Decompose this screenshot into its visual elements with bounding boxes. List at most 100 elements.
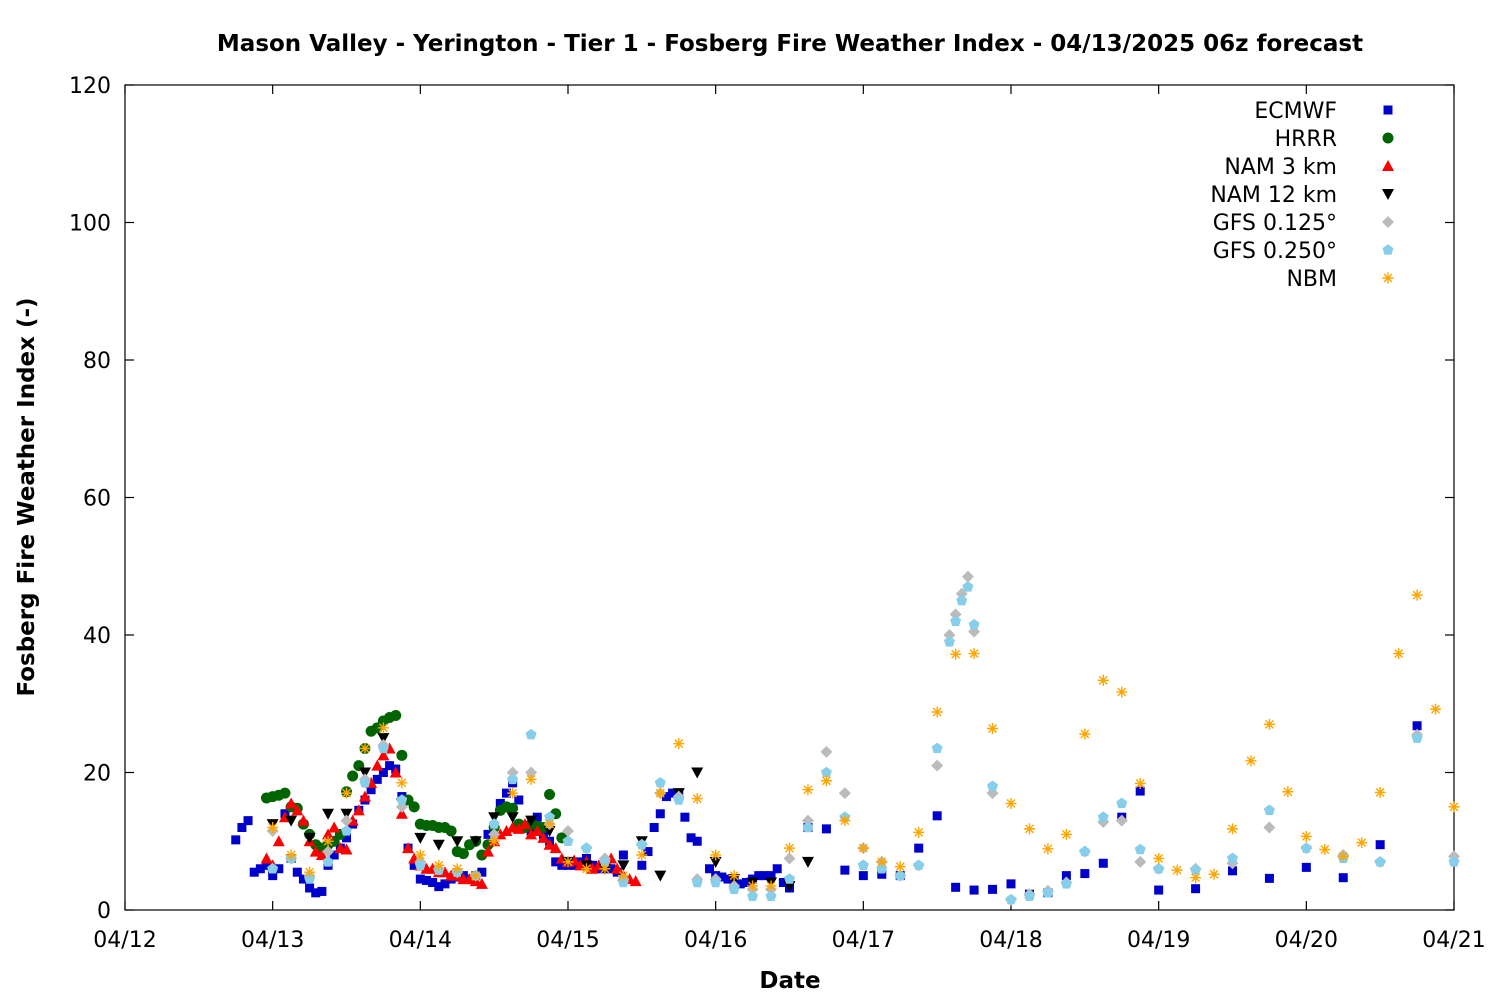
data-point (962, 581, 974, 592)
data-point (987, 780, 999, 791)
data-point (931, 742, 943, 754)
data-point (1412, 721, 1422, 731)
data-point (950, 615, 962, 626)
data-point (1042, 843, 1054, 855)
data-point (531, 824, 544, 836)
legend-label: GFS 0.125° (1213, 211, 1337, 236)
data-point (340, 808, 353, 820)
data-point (377, 742, 389, 754)
data-point (723, 874, 733, 884)
data-point (297, 814, 310, 826)
data-point (913, 859, 925, 870)
data-point (821, 824, 831, 834)
data-point (260, 852, 273, 864)
data-point (457, 848, 469, 860)
x-tick-label: 04/18 (979, 928, 1042, 953)
data-point (549, 842, 562, 854)
data-point (267, 822, 279, 833)
data-point (661, 792, 671, 802)
x-tick-label: 04/15 (536, 928, 599, 953)
x-tick-label: 04/14 (389, 928, 452, 953)
data-point (1135, 786, 1145, 796)
data-point (377, 733, 390, 745)
data-point (649, 823, 659, 832)
data-point (311, 888, 321, 898)
data-point (858, 871, 868, 881)
data-point (950, 648, 962, 660)
y-axis-label: Fosberg Fire Weather Index (-) (14, 297, 40, 696)
data-point (352, 804, 365, 816)
data-point (470, 870, 482, 882)
data-point (544, 818, 556, 830)
data-point (840, 865, 850, 875)
legend-marker (1383, 105, 1393, 115)
legend-marker (1382, 272, 1394, 284)
data-point (857, 842, 869, 854)
data-point (568, 854, 581, 866)
data-point (1098, 858, 1108, 868)
data-point (317, 886, 327, 896)
legend-label: NAM 3 km (1224, 155, 1337, 180)
data-point (617, 860, 630, 872)
data-point (894, 861, 906, 873)
data-point (1337, 850, 1349, 862)
data-point (507, 773, 519, 785)
data-point (932, 811, 942, 821)
data-point (637, 860, 647, 870)
data-point (655, 809, 665, 819)
data-point (495, 798, 505, 808)
data-point (285, 815, 298, 827)
data-point (488, 818, 500, 829)
data-point (857, 859, 869, 870)
data-point (445, 825, 457, 837)
data-point (705, 864, 715, 874)
data-point (402, 842, 415, 854)
data-point (838, 787, 851, 800)
data-point (488, 812, 501, 824)
data-point (389, 766, 402, 778)
data-point (414, 849, 426, 861)
data-point (433, 859, 445, 871)
data-point (1134, 843, 1146, 855)
x-tick-label: 04/21 (1422, 928, 1485, 953)
y-tick-label: 80 (83, 349, 111, 374)
data-point (507, 802, 519, 814)
data-point (347, 770, 359, 782)
data-point (599, 863, 611, 875)
data-point (820, 766, 832, 778)
data-point (378, 768, 388, 777)
data-point (377, 749, 390, 761)
data-point (390, 709, 402, 721)
data-point (1282, 786, 1294, 798)
data-point (1263, 804, 1275, 815)
data-point (931, 759, 944, 772)
data-point (692, 836, 702, 846)
x-tick-label: 04/20 (1275, 928, 1338, 953)
data-point (1023, 890, 1035, 901)
legend: ECMWF HRRR NAM 3 km NAM 12 km GFS 0.125° GFS … (1210, 99, 1394, 292)
data-point (1338, 873, 1348, 883)
data-point (483, 829, 493, 839)
data-point (440, 879, 450, 889)
data-point (396, 777, 408, 789)
data-point (654, 777, 666, 788)
data-point (507, 787, 519, 799)
legend-marker (1382, 189, 1394, 200)
data-point (876, 856, 888, 868)
data-point (267, 862, 279, 874)
data-point (673, 794, 685, 805)
data-marks (231, 570, 1460, 906)
series-nbm (267, 589, 1460, 892)
data-point (956, 594, 968, 606)
data-point (1134, 778, 1146, 789)
data-point (691, 793, 703, 805)
legend-label: NBM (1286, 267, 1337, 292)
data-point (249, 867, 259, 877)
y-tick-label: 100 (69, 212, 111, 237)
data-point (428, 878, 438, 887)
data-point (747, 880, 759, 892)
data-point (262, 860, 272, 870)
data-point (1191, 884, 1201, 894)
data-point (1411, 732, 1423, 743)
